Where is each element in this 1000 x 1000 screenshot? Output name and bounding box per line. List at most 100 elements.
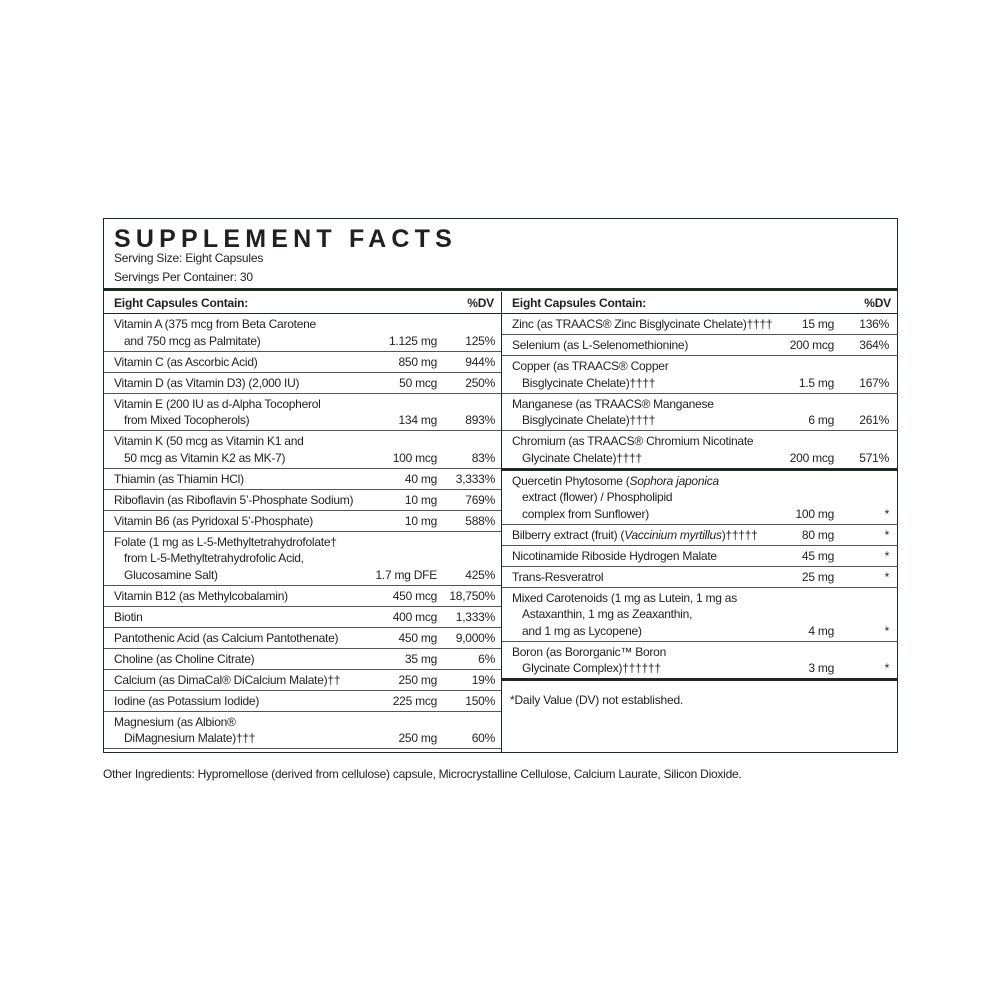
left-header-label: Eight Capsules Contain:	[114, 296, 249, 310]
table-row: Manganese (as TRAACS® Manganese Bisglycin…	[502, 394, 898, 431]
amount: 100 mcg	[392, 450, 438, 465]
daily-value: 261%	[859, 413, 889, 427]
ingredient-name: Bilberry extract (fruit) (Vaccinium myrt…	[512, 527, 758, 542]
daily-value: 3,333%	[455, 471, 495, 486]
table-row: Iodine (as Potassium Iodide) 225 mcg 150%	[104, 691, 501, 712]
amount: 15 mg	[801, 317, 834, 331]
ingredient-name: Iodine (as Potassium Iodide)	[114, 693, 260, 708]
ingredient-name: Biotin	[114, 609, 143, 624]
amount: 225 mcg	[392, 693, 438, 708]
daily-value: 944%	[465, 354, 495, 369]
table-row: Pantothenic Acid (as Calcium Pantothenat…	[104, 628, 501, 649]
right-header: Eight Capsules Contain: %DV	[502, 292, 898, 314]
ingredient-name: Mixed Carotenoids (1 mg as Lutein, 1 mg …	[512, 590, 737, 605]
supplement-facts-panel: SUPPLEMENT FACTS Serving Size: Eight Cap…	[103, 218, 898, 753]
ingredient-name: Vitamin K (50 mcg as Vitamin K1 and	[114, 434, 304, 448]
table-row: Thiamin (as Thiamin HCl) 40 mg 3,333%	[104, 469, 501, 490]
amount: 25 mg	[801, 569, 834, 584]
table-row: Vitamin D (as Vitamin D3) (2,000 IU) 50 m…	[104, 373, 501, 394]
amount: 450 mg	[398, 630, 437, 645]
table-row: Quercetin Phytosome (Sophora japonica ext…	[502, 471, 898, 525]
table-row: Vitamin E (200 IU as d-Alpha Tocopherol f…	[104, 394, 501, 431]
ingredient-name: Riboflavin (as Riboflavin 5’-Phosphate S…	[114, 492, 354, 507]
ingredient-name: complex from Sunflower)	[522, 506, 649, 521]
daily-value: 125%	[465, 333, 495, 348]
other-ingredients: Other Ingredients: Hypromellose (derived…	[103, 767, 742, 781]
left-header-dv: %DV	[467, 296, 494, 310]
amount: 250 mg	[398, 731, 437, 745]
daily-value: 769%	[465, 492, 495, 507]
daily-value: *	[884, 548, 890, 563]
ingredient-name: 50 mcg as Vitamin K2 as MK-7)	[124, 450, 286, 465]
ingredient-name: DiMagnesium Malate)†††	[124, 731, 256, 745]
table-row: Zinc (as TRAACS® Zinc Bisglycinate Chela…	[502, 314, 898, 335]
daily-value: 250%	[465, 375, 495, 390]
ingredient-name: Pantothenic Acid (as Calcium Pantothenat…	[114, 630, 339, 645]
daily-value: 588%	[465, 513, 495, 528]
table-row: Mixed Carotenoids (1 mg as Lutein, 1 mg …	[502, 588, 898, 642]
right-header-label: Eight Capsules Contain:	[512, 296, 647, 310]
amount: 1.125 mg	[388, 333, 437, 348]
ingredient-name: Choline (as Choline Citrate)	[114, 651, 255, 666]
amount: 200 mcg	[789, 450, 835, 465]
amount: 3 mg	[808, 661, 834, 675]
table-row: Copper (as TRAACS® Copper Bisglycinate Ch…	[502, 356, 898, 394]
ingredient-name: Vitamin B12 (as Methylcobalamin)	[114, 588, 288, 603]
table-row: Choline (as Choline Citrate) 35 mg 6%	[104, 649, 501, 670]
table-row: Vitamin B6 (as Pyridoxal 5’-Phosphate) 10…	[104, 511, 501, 532]
left-header: Eight Capsules Contain: %DV	[104, 292, 501, 314]
amount: 45 mg	[801, 548, 834, 563]
servings-per-container: Servings Per Container: 30	[114, 270, 253, 284]
daily-value: 1,333%	[455, 609, 495, 624]
ingredient-name: Manganese (as TRAACS® Manganese	[512, 396, 714, 411]
amount: 400 mcg	[392, 609, 438, 624]
ingredient-name: Vitamin C (as Ascorbic Acid)	[114, 354, 258, 369]
daily-value: 571%	[859, 450, 889, 465]
amount: 850 mg	[398, 354, 437, 369]
table-row: Biotin 400 mcg 1,333%	[104, 607, 501, 628]
table-row: Boron (as Bororganic™ Boron Glycinate Com…	[502, 642, 898, 681]
amount: 10 mg	[404, 492, 437, 507]
daily-value: *	[884, 569, 890, 584]
daily-value: 167%	[859, 375, 889, 390]
daily-value: 83%	[471, 450, 496, 465]
ingredient-name: Nicotinamide Riboside Hydrogen Malate	[512, 548, 717, 563]
amount: 1.7 mg DFE	[375, 567, 437, 582]
serving-size: Serving Size: Eight Capsules	[114, 251, 264, 265]
daily-value: *	[884, 527, 890, 542]
table-row: Selenium (as L-Selenomethionine) 200 mcg 3…	[502, 335, 898, 356]
amount: 6 mg	[808, 413, 834, 427]
ingredient-name: Glycinate Chelate)††††	[522, 450, 642, 465]
ingredient-name: Copper (as TRAACS® Copper	[512, 359, 669, 373]
ingredient-name: Vitamin B6 (as Pyridoxal 5’-Phosphate)	[114, 513, 314, 528]
ingredient-name: Quercetin Phytosome (Sophora japonica	[512, 473, 719, 488]
ingredient-name: Vitamin D (as Vitamin D3) (2,000 IU)	[114, 375, 300, 390]
right-header-dv: %DV	[864, 296, 891, 310]
amount: 35 mg	[404, 651, 437, 666]
ingredient-name: Thiamin (as Thiamin HCl)	[114, 471, 244, 486]
ingredient-name: Bisglycinate Chelate)††††	[522, 375, 656, 390]
ingredient-name: Boron (as Bororganic™ Boron	[512, 644, 666, 659]
right-rows: Zinc (as TRAACS® Zinc Bisglycinate Chela…	[502, 314, 898, 681]
amount: 1.5 mg	[798, 375, 834, 390]
daily-value: *	[884, 623, 890, 638]
ingredient-name: Trans-Resveratrol	[512, 569, 604, 584]
table-row: Bilberry extract (fruit) (Vaccinium myrt…	[502, 525, 898, 546]
table-row: Vitamin C (as Ascorbic Acid) 850 mg 944%	[104, 352, 501, 373]
daily-value: 60%	[471, 731, 496, 745]
ingredient-name: Zinc (as TRAACS® Zinc Bisglycinate Chela…	[512, 317, 773, 331]
ingredient-name: Chromium (as TRAACS® Chromium Nicotinate	[512, 434, 754, 448]
ingredient-name: Astaxanthin, 1 mg as Zeaxanthin,	[522, 607, 693, 621]
table-row: Vitamin A (375 mcg from Beta Carotene and…	[104, 314, 501, 352]
left-rows: Vitamin A (375 mcg from Beta Carotene and…	[104, 314, 501, 749]
daily-value: 6%	[478, 651, 495, 666]
daily-value: 150%	[465, 693, 495, 708]
daily-value: 19%	[471, 672, 496, 687]
amount: 250 mg	[398, 672, 437, 687]
left-column: Eight Capsules Contain: %DV Vitamin A (3…	[104, 292, 501, 749]
table-row: Chromium (as TRAACS® Chromium Nicotinate…	[502, 431, 898, 471]
amount: 4 mg	[808, 623, 834, 638]
ingredient-name: Glycinate Complex)††††††	[522, 661, 661, 675]
daily-value: 425%	[465, 567, 495, 582]
footnote: *Daily Value (DV) not established.	[510, 693, 684, 707]
